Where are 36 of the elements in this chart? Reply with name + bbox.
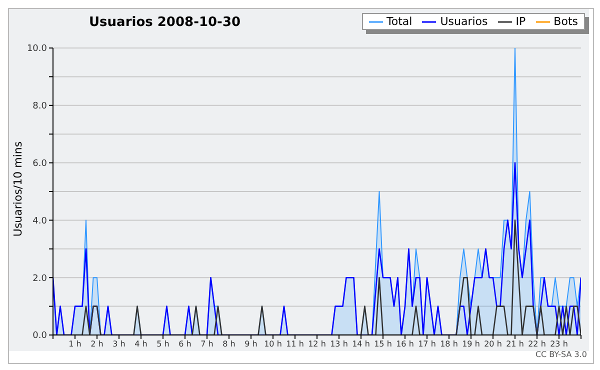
- x-tick-label: 12 h: [308, 340, 326, 349]
- x-tick-label: 20 h: [484, 340, 502, 349]
- y-tick-label: 2.0: [32, 274, 48, 284]
- x-tick-label: 21 h: [506, 340, 524, 349]
- y-tick-label: 10.0: [26, 44, 48, 54]
- x-tick-label: 3 h: [112, 340, 126, 349]
- x-tick-label: 16 h: [396, 340, 414, 349]
- x-tick-label: 14 h: [352, 340, 370, 349]
- x-tick-label: 22 h: [528, 340, 546, 349]
- x-tick-label: 9 h: [244, 340, 258, 349]
- legend-label: IP: [514, 15, 526, 28]
- y-tick-label: 6.0: [32, 158, 48, 169]
- x-tick-label: 5 h: [156, 340, 170, 349]
- x-tick-label: 4 h: [134, 340, 148, 349]
- x-tick-label: 8 h: [222, 340, 236, 349]
- x-tick-label: 19 h: [462, 340, 480, 349]
- text: CC BY-SA 3.0: [535, 350, 587, 359]
- x-tick-label: 17 h: [418, 340, 436, 349]
- legend-label: Total: [386, 15, 412, 28]
- x-tick-label: 13 h: [330, 340, 348, 349]
- legend-label: Usuarios: [439, 15, 488, 28]
- x-tick-label: 23 h: [550, 340, 568, 349]
- y-axis-title: Usuarios/10 mins: [12, 141, 24, 237]
- x-tick-label: 6 h: [178, 340, 192, 349]
- legend-label: Bots: [552, 15, 578, 28]
- y-tick-label: 4.0: [32, 216, 48, 226]
- x-tick-label: 18 h: [440, 340, 458, 349]
- x-tick-label: 10 h: [264, 340, 282, 349]
- y-tick-label: 8.0: [32, 102, 48, 112]
- x-tick-label: 2 h: [90, 340, 104, 349]
- y-tick-label: 0.0: [32, 331, 48, 342]
- chart-title: Usuarios 2008-10-30: [89, 15, 241, 30]
- x-tick-label: 7 h: [200, 340, 214, 349]
- x-tick-label: 1 h: [68, 340, 82, 349]
- x-tick-label: 11 h: [286, 340, 304, 349]
- x-tick-label: 15 h: [374, 340, 392, 349]
